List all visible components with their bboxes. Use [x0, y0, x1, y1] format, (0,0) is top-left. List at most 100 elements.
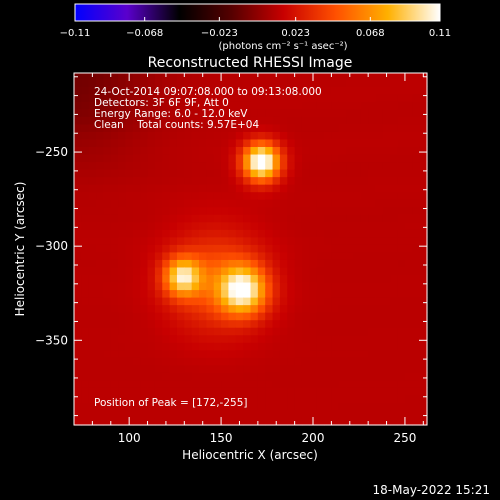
- heatmap-cell: [228, 153, 237, 163]
- heatmap-cell: [110, 417, 119, 426]
- heatmap-cell: [390, 86, 399, 95]
- heatmap-cell: [279, 199, 288, 208]
- heatmap-cell: [140, 281, 149, 291]
- heatmap-cell: [301, 304, 310, 313]
- heatmap-cell: [162, 191, 171, 200]
- heatmap-cell: [169, 312, 178, 321]
- heatmap-cell: [279, 402, 288, 411]
- heatmap-cell: [235, 364, 244, 373]
- heatmap-cell: [331, 274, 340, 283]
- heatmap-cell: [338, 199, 347, 208]
- heatmap-cell: [118, 146, 127, 155]
- heatmap-cell: [191, 334, 200, 343]
- heatmap-cell: [118, 101, 127, 110]
- heatmap-cell: [404, 236, 413, 245]
- heatmap-cell: [74, 206, 82, 215]
- colorbar-tick-label: 0.023: [281, 28, 310, 39]
- heatmap-cell: [235, 259, 244, 268]
- heatmap-cell: [110, 402, 119, 411]
- heatmap-cell: [125, 289, 134, 298]
- heatmap-cell: [221, 146, 230, 155]
- heatmap-cell: [81, 161, 90, 170]
- heatmap-cell: [213, 244, 222, 253]
- heatmap-cell: [191, 236, 200, 245]
- heatmap-cell: [279, 116, 288, 125]
- heatmap-cell: [265, 184, 274, 193]
- heatmap-cell: [375, 206, 384, 215]
- heatmap-cell: [397, 86, 406, 95]
- heatmap-cell: [346, 199, 355, 208]
- heatmap-cell: [228, 274, 237, 283]
- heatmap-cell: [382, 349, 391, 358]
- heatmap-cell: [243, 214, 252, 223]
- heatmap-cell: [140, 236, 149, 245]
- heatmap-cells: [74, 73, 428, 426]
- heatmap-cell: [147, 138, 156, 148]
- heatmap-cell: [125, 372, 134, 381]
- heatmap-cell: [132, 259, 141, 268]
- heatmap-cell: [279, 281, 288, 291]
- heatmap-cell: [412, 402, 421, 411]
- heatmap-cell: [279, 357, 288, 366]
- heatmap-cell: [206, 244, 215, 253]
- heatmap-cell: [96, 274, 105, 283]
- heatmap-cell: [81, 274, 90, 283]
- heatmap-cell: [235, 116, 244, 125]
- heatmap-cell: [184, 184, 193, 193]
- heatmap-cell: [353, 101, 362, 110]
- heatmap-cell: [287, 327, 296, 336]
- heatmap-cell: [191, 161, 200, 170]
- heatmap-cell: [390, 169, 399, 178]
- heatmap-cell: [287, 116, 296, 125]
- heatmap-cell: [96, 364, 105, 373]
- heatmap-cell: [382, 327, 391, 336]
- heatmap-cell: [309, 101, 318, 110]
- heatmap-cell: [250, 153, 259, 163]
- heatmap-cell: [419, 251, 428, 260]
- heatmap-cell: [184, 123, 193, 132]
- heatmap-cell: [191, 221, 200, 230]
- heatmap-cell: [294, 101, 303, 110]
- heatmap-cell: [324, 169, 332, 178]
- heatmap-cell: [316, 342, 325, 351]
- heatmap-cell: [132, 387, 141, 396]
- heatmap-cell: [103, 199, 112, 208]
- heatmap-cell: [279, 289, 288, 298]
- heatmap-cell: [316, 244, 325, 253]
- heatmap-cell: [118, 108, 127, 117]
- heatmap-cell: [324, 191, 332, 200]
- heatmap-cell: [279, 131, 288, 140]
- heatmap-cell: [404, 289, 413, 298]
- heatmap-cell: [74, 402, 82, 411]
- heatmap-cell: [287, 153, 296, 163]
- heatmap-cell: [243, 153, 252, 163]
- heatmap-cell: [301, 297, 310, 306]
- heatmap-cell: [346, 161, 355, 170]
- heatmap-cell: [88, 78, 97, 87]
- heatmap-cell: [125, 199, 134, 208]
- heatmap-cell: [243, 417, 252, 426]
- heatmap-cell: [397, 402, 406, 411]
- heatmap-cell: [176, 304, 185, 313]
- heatmap-cell: [88, 357, 97, 366]
- heatmap-cell: [294, 206, 303, 215]
- heatmap-cell: [316, 93, 325, 102]
- heatmap-cell: [125, 93, 134, 102]
- heatmap-cell: [287, 176, 296, 185]
- heatmap-cell: [390, 146, 399, 155]
- heatmap-cell: [346, 176, 355, 185]
- heatmap-cell: [184, 409, 193, 419]
- heatmap-cell: [294, 327, 303, 336]
- heatmap-cell: [103, 342, 112, 351]
- heatmap-cell: [228, 86, 237, 95]
- heatmap-cell: [375, 327, 384, 336]
- heatmap-cell: [169, 342, 178, 351]
- heatmap-cell: [243, 304, 252, 313]
- heatmap-cell: [390, 297, 399, 306]
- heatmap-cell: [199, 131, 207, 140]
- heatmap-cell: [118, 176, 127, 185]
- heatmap-cell: [147, 184, 156, 193]
- heatmap-cell: [250, 357, 259, 366]
- heatmap-cell: [213, 161, 222, 170]
- heatmap-cell: [265, 236, 274, 245]
